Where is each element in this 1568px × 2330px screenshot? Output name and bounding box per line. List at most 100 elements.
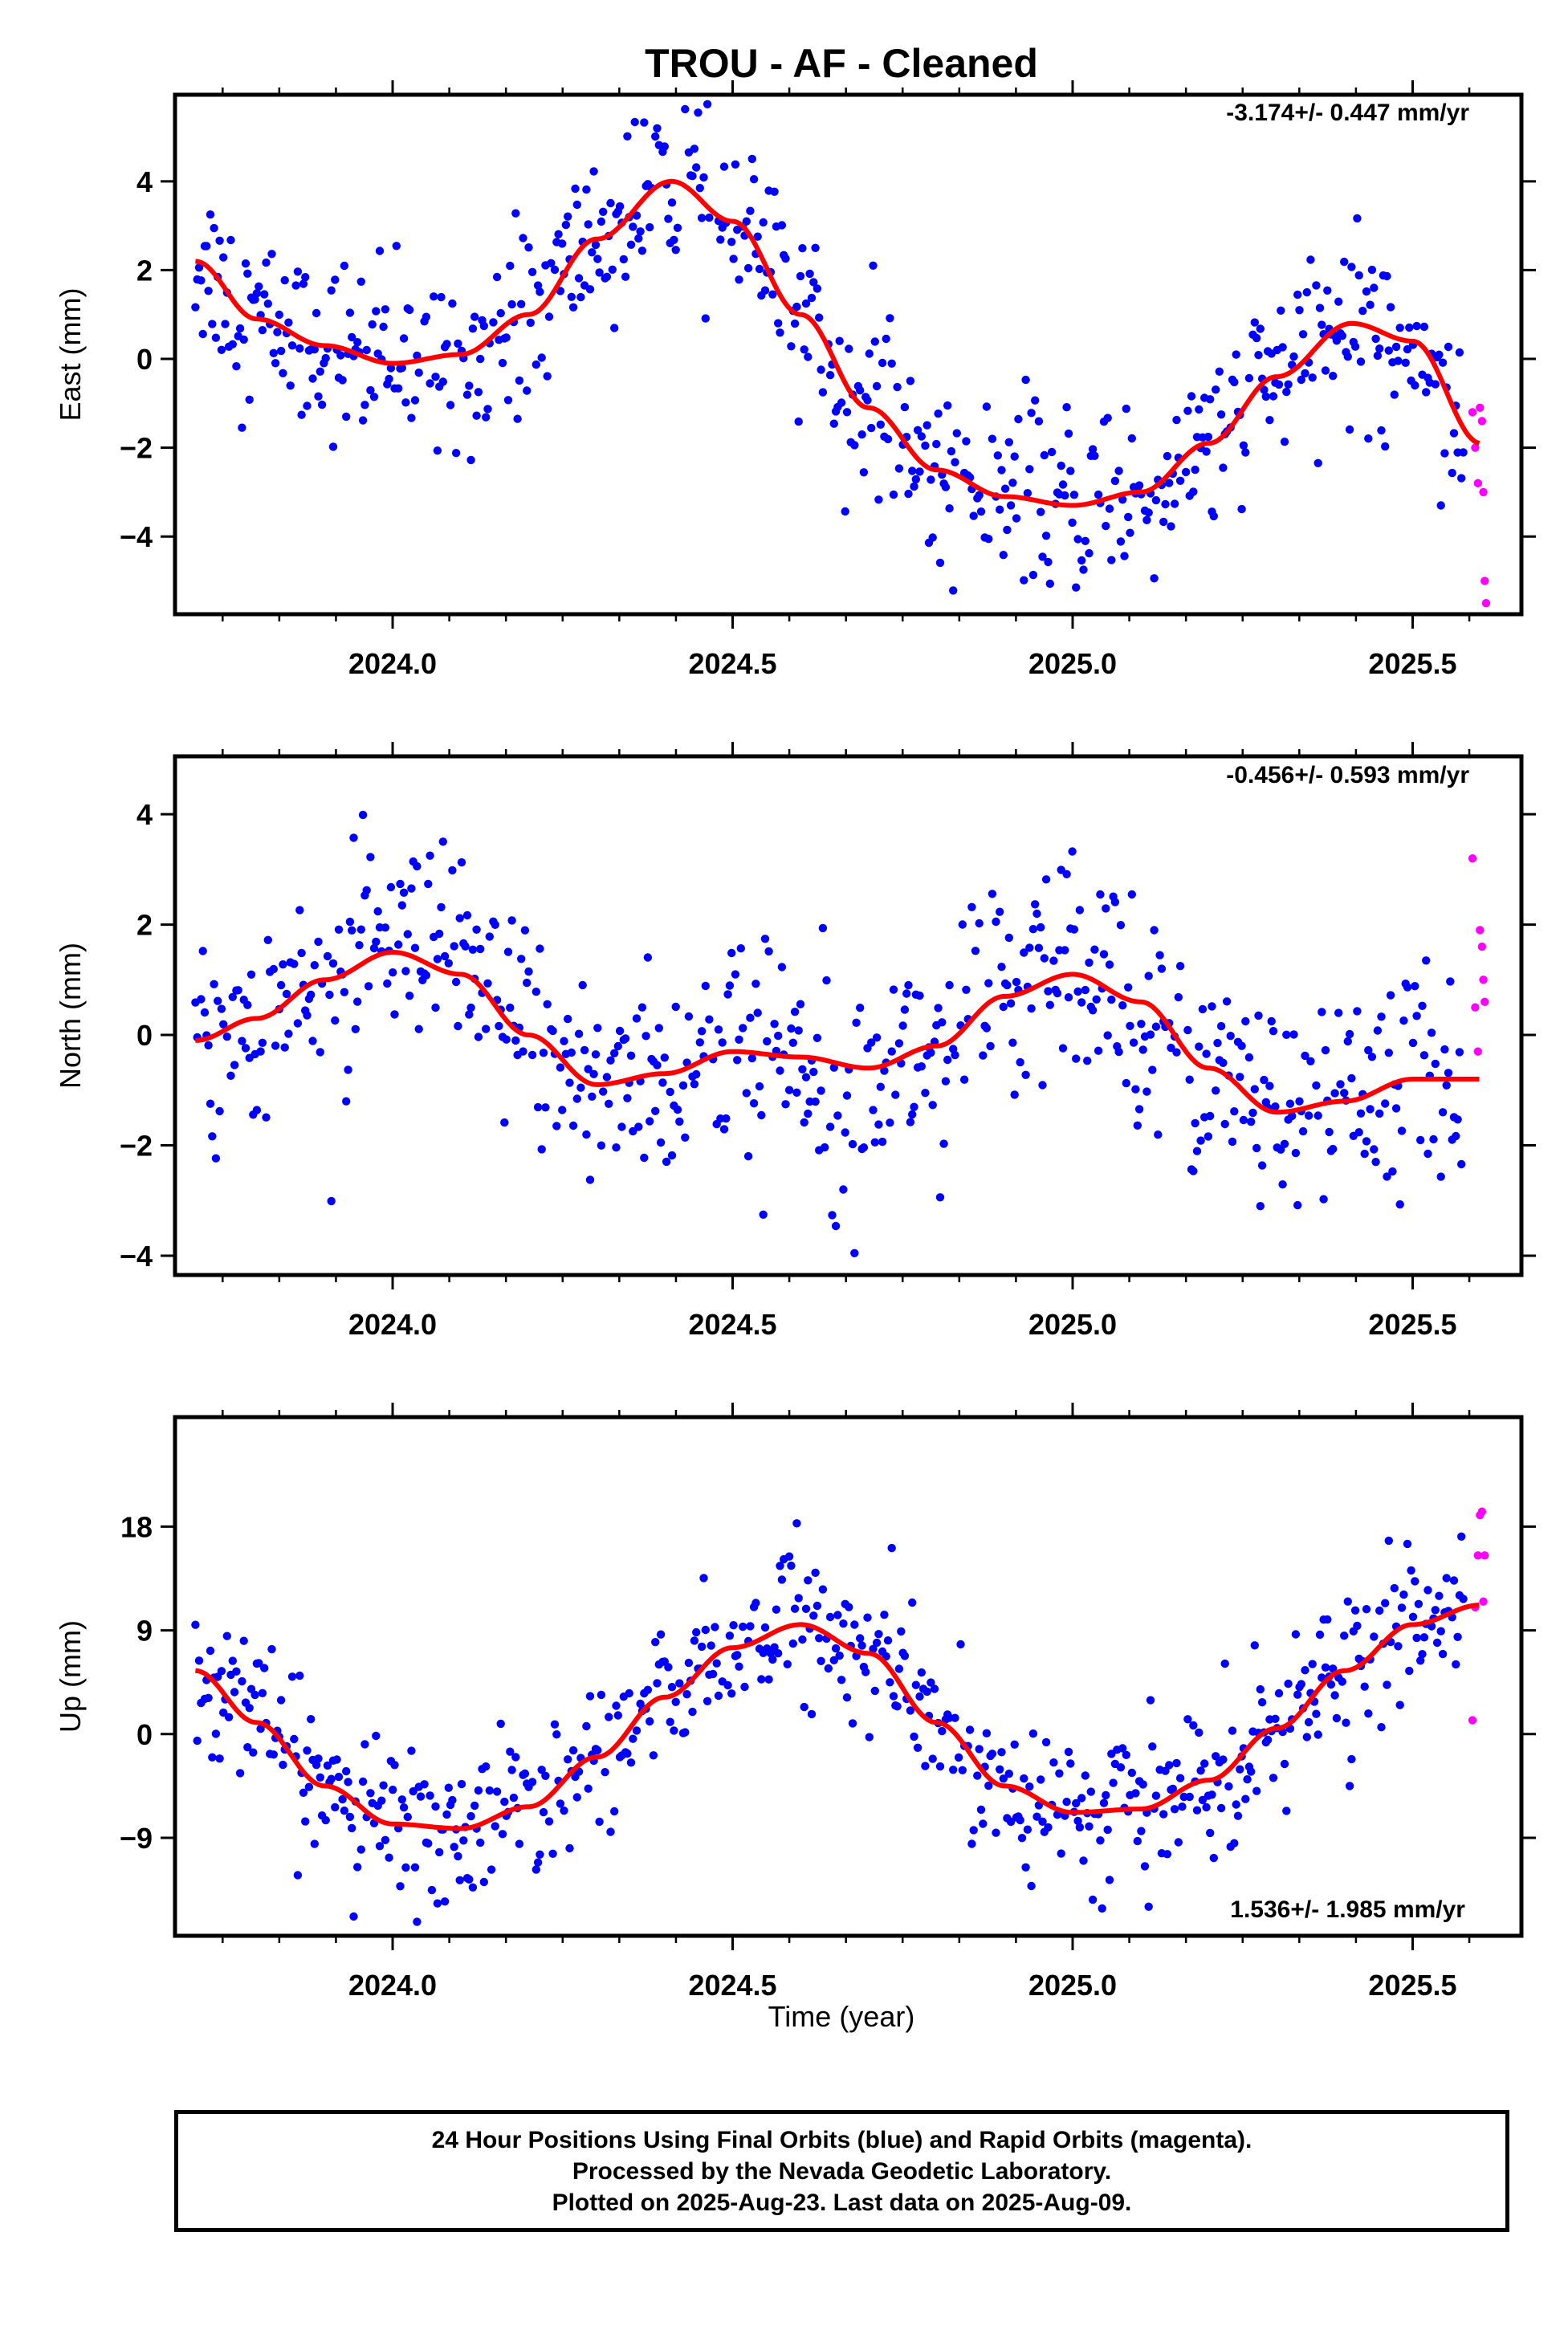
- east-x-tick-label: 2025.0: [1028, 647, 1117, 680]
- up-final-point: [531, 1865, 540, 1874]
- north-final-point: [234, 986, 242, 995]
- north-final-point: [1031, 900, 1040, 909]
- up-final-point: [751, 1599, 760, 1607]
- up-final-point: [1028, 1729, 1038, 1738]
- up-final-point: [613, 1711, 622, 1720]
- east-final-point: [887, 359, 896, 368]
- east-final-point: [1230, 377, 1239, 387]
- north-final-point: [986, 1041, 995, 1051]
- east-final-point: [934, 409, 943, 418]
- east-final-point: [194, 263, 204, 272]
- east-final-point: [448, 299, 457, 308]
- east-final-point: [437, 292, 446, 302]
- east-final-point: [770, 187, 779, 196]
- up-final-point: [1195, 1728, 1203, 1737]
- up-final-point: [800, 1702, 808, 1712]
- up-final-point: [1004, 1770, 1014, 1778]
- up-final-point: [1394, 1642, 1403, 1651]
- east-final-point: [232, 362, 241, 371]
- up-final-point: [777, 1575, 787, 1584]
- north-final-point: [1099, 950, 1109, 959]
- north-final-point: [1391, 1104, 1401, 1113]
- up-final-point: [215, 1754, 224, 1763]
- up-final-point: [1044, 1823, 1053, 1832]
- east-final-point: [321, 353, 330, 363]
- north-final-point: [344, 1065, 352, 1074]
- up-y-tick-label: 0: [136, 1718, 153, 1751]
- north-final-point: [1288, 1111, 1297, 1121]
- east-final-point: [1206, 395, 1215, 404]
- north-final-point: [552, 1122, 561, 1130]
- up-final-point: [612, 1701, 621, 1710]
- up-final-point: [509, 1793, 519, 1802]
- up-final-point: [817, 1656, 825, 1665]
- north-final-point: [351, 1024, 360, 1034]
- up-final-point: [917, 1668, 927, 1677]
- east-final-point: [1102, 521, 1110, 531]
- north-final-point: [455, 914, 464, 923]
- up-final-point: [1332, 1713, 1342, 1723]
- up-final-point: [235, 1769, 245, 1778]
- north-final-point: [801, 1073, 811, 1081]
- north-final-point: [1185, 1075, 1194, 1084]
- north-final-point: [282, 989, 291, 999]
- east-final-point: [777, 221, 787, 230]
- east-final-point: [626, 240, 636, 249]
- north-final-point: [531, 988, 540, 996]
- north-final-point: [777, 963, 787, 972]
- north-final-point: [1216, 1021, 1226, 1031]
- east-final-point: [1040, 450, 1049, 460]
- up-final-point: [897, 1627, 906, 1636]
- east-final-point: [1034, 417, 1044, 426]
- east-final-point: [975, 491, 984, 499]
- east-final-point: [817, 365, 825, 374]
- east-final-point: [921, 441, 930, 450]
- east-final-point: [908, 466, 917, 475]
- east-final-point: [1313, 458, 1322, 467]
- up-final-point: [776, 1562, 784, 1570]
- north-final-point: [1107, 995, 1116, 1004]
- north-final-point: [828, 1211, 837, 1220]
- east-final-point: [1373, 351, 1383, 360]
- north-final-point: [1383, 1172, 1391, 1181]
- north-final-point: [727, 948, 736, 958]
- up-final-point: [670, 1726, 678, 1735]
- up-rapid-point: [1468, 1716, 1477, 1725]
- north-final-point: [1252, 1143, 1261, 1153]
- east-final-point: [1298, 330, 1308, 339]
- north-final-point: [870, 1138, 880, 1147]
- up-final-point: [465, 1875, 474, 1884]
- up-final-point: [965, 1725, 975, 1734]
- north-final-point: [751, 980, 760, 988]
- east-final-point: [271, 359, 280, 368]
- north-final-point: [891, 1090, 900, 1099]
- east-final-point: [1038, 552, 1047, 561]
- north-final-point: [568, 1121, 578, 1130]
- up-final-point: [739, 1622, 747, 1631]
- east-final-point: [886, 314, 894, 323]
- up-final-point: [1159, 1810, 1168, 1819]
- up-x-tick-label: 2025.5: [1368, 1969, 1456, 2002]
- north-final-point: [1025, 943, 1034, 952]
- east-final-point: [792, 302, 801, 312]
- east-final-point: [397, 364, 406, 373]
- north-final-point: [252, 1106, 262, 1114]
- north-final-point: [753, 1008, 762, 1017]
- north-final-point: [520, 926, 530, 935]
- east-final-point: [1274, 380, 1284, 389]
- east-final-point: [358, 416, 368, 425]
- up-fit-curve: [195, 1603, 1480, 1831]
- east-final-point: [1318, 320, 1326, 329]
- up-final-point: [910, 1732, 918, 1741]
- north-final-point: [1416, 1135, 1425, 1145]
- up-final-point: [629, 1734, 637, 1743]
- up-final-point: [239, 1636, 248, 1645]
- east-final-point: [1122, 404, 1131, 413]
- up-y-tick-label: 9: [136, 1615, 153, 1648]
- east-final-point: [705, 213, 714, 222]
- north-final-point: [293, 1019, 303, 1028]
- east-final-point: [1302, 287, 1312, 297]
- north-final-point: [743, 1151, 753, 1161]
- up-final-point: [568, 1745, 578, 1755]
- up-final-point: [459, 1836, 468, 1845]
